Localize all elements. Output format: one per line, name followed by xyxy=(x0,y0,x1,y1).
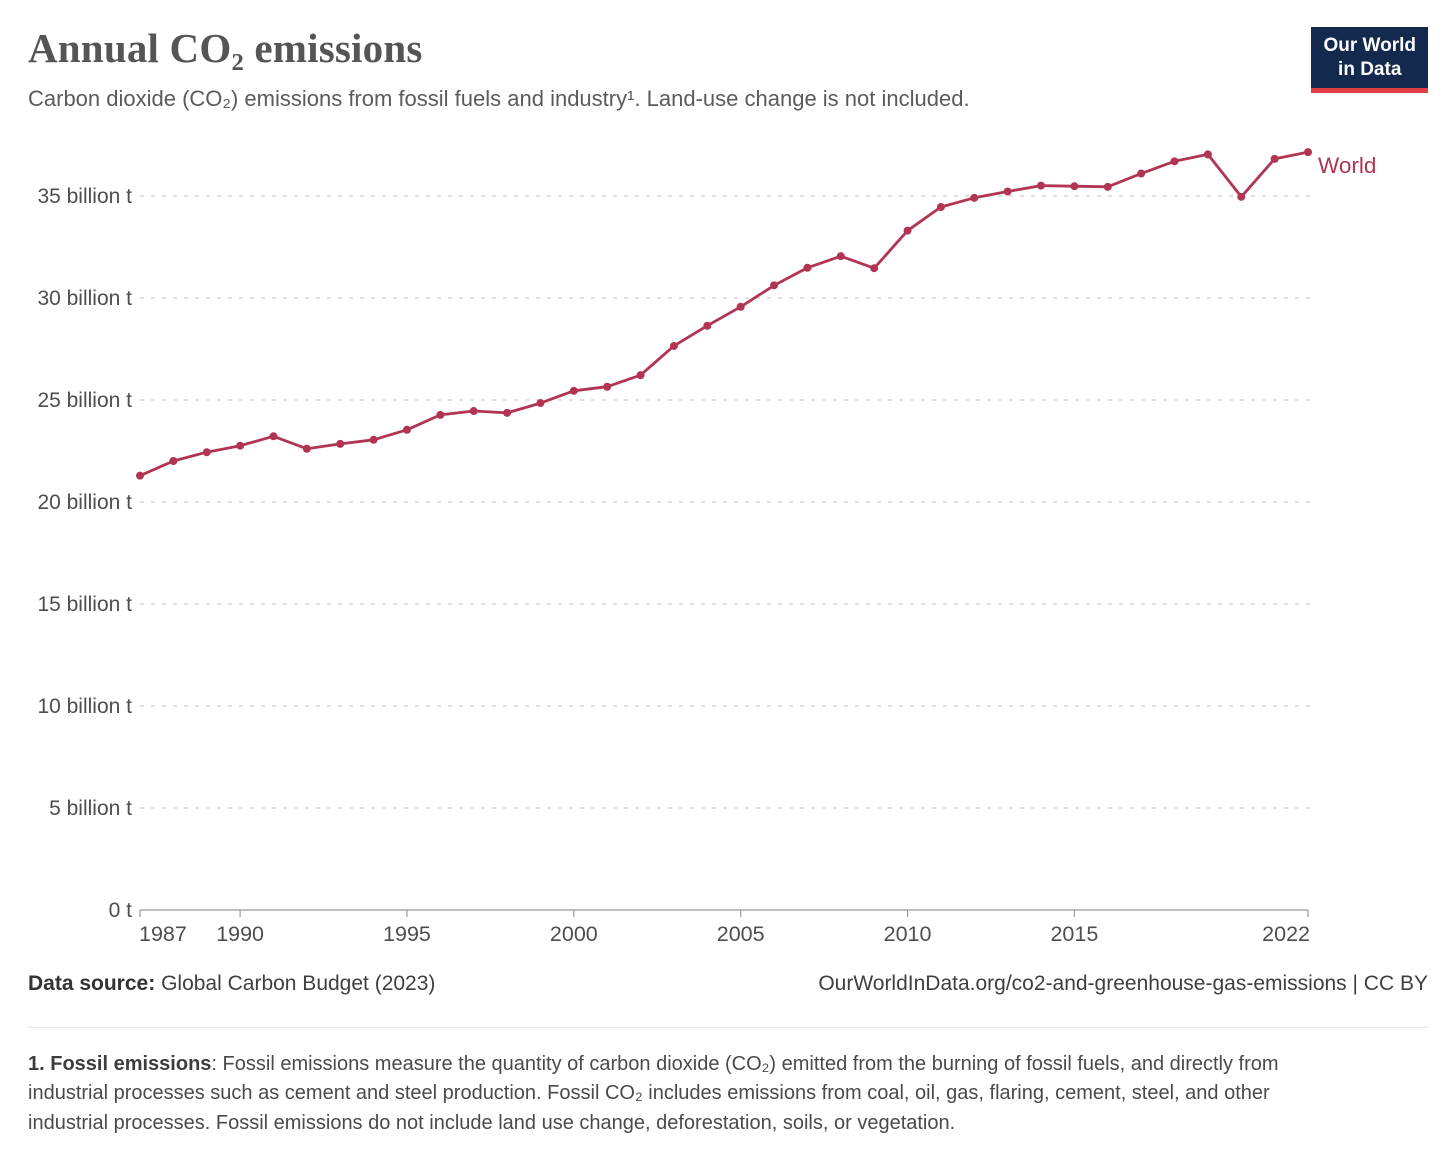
data-source: Data source: Global Carbon Budget (2023) xyxy=(28,972,435,996)
data-point[interactable] xyxy=(1003,187,1012,196)
page-title: Annual CO₂ emissions xyxy=(28,25,423,71)
data-point[interactable] xyxy=(836,252,845,261)
data-point[interactable] xyxy=(169,456,178,465)
y-tick-label: 25 billion t xyxy=(37,389,132,412)
data-point[interactable] xyxy=(936,203,945,212)
data-point[interactable] xyxy=(336,439,345,448)
footnote-lead: 1. Fossil emissions xyxy=(28,1053,212,1075)
y-tick-label: 10 billion t xyxy=(37,695,132,718)
chart-subtitle: Carbon dioxide (CO₂) emissions from foss… xyxy=(28,86,970,111)
x-tick-label: 2022 xyxy=(1262,922,1310,946)
data-point[interactable] xyxy=(1070,182,1079,191)
data-point[interactable] xyxy=(1203,150,1212,159)
data-point[interactable] xyxy=(536,399,545,408)
data-point[interactable] xyxy=(1237,192,1246,201)
data-point[interactable] xyxy=(402,425,411,434)
data-point[interactable] xyxy=(136,471,144,480)
data-point[interactable] xyxy=(469,407,478,416)
series-label-world[interactable]: World xyxy=(1318,153,1376,178)
y-tick-label: 5 billion t xyxy=(49,797,132,820)
data-point[interactable] xyxy=(703,321,712,330)
x-tick-label: 1995 xyxy=(383,922,431,946)
footnote: 1. Fossil emissions: Fossil emissions me… xyxy=(28,1050,1340,1138)
data-point[interactable] xyxy=(236,441,245,450)
y-tick-label: 0 t xyxy=(109,899,133,922)
y-tick-label: 20 billion t xyxy=(37,491,132,514)
data-source-value: Global Carbon Budget (2023) xyxy=(161,972,436,995)
data-point[interactable] xyxy=(870,264,879,273)
owid-logo-line1: Our World xyxy=(1323,35,1416,56)
data-point[interactable] xyxy=(1103,182,1112,191)
y-tick-label: 15 billion t xyxy=(37,593,132,616)
data-point[interactable] xyxy=(903,226,912,235)
attribution-link[interactable]: OurWorldInData.org/co2-and-greenhouse-ga… xyxy=(818,972,1428,995)
y-tick-label: 30 billion t xyxy=(37,287,132,310)
data-point[interactable] xyxy=(269,432,278,441)
x-tick-label: 2005 xyxy=(717,922,765,946)
data-point[interactable] xyxy=(1137,169,1146,178)
data-point[interactable] xyxy=(302,444,311,453)
data-point[interactable] xyxy=(669,341,678,350)
data-source-label: Data source: xyxy=(28,972,156,995)
x-tick-label: 2010 xyxy=(884,922,932,946)
data-point[interactable] xyxy=(1170,157,1179,166)
data-point[interactable] xyxy=(1037,181,1046,190)
x-tick-label: 1990 xyxy=(216,922,264,946)
data-point[interactable] xyxy=(569,386,578,395)
data-point[interactable] xyxy=(636,371,645,380)
x-tick-label: 2015 xyxy=(1050,922,1098,946)
owid-logo-line2: in Data xyxy=(1338,59,1402,80)
x-tick-label: 1987 xyxy=(139,922,187,946)
chart-footer: Data source: Global Carbon Budget (2023)… xyxy=(28,972,1428,996)
data-point[interactable] xyxy=(1270,154,1279,163)
data-point[interactable] xyxy=(369,435,378,444)
data-point[interactable] xyxy=(202,448,211,457)
data-point[interactable] xyxy=(603,382,612,391)
data-point[interactable] xyxy=(803,263,812,272)
data-point[interactable] xyxy=(503,408,512,417)
data-point[interactable] xyxy=(736,302,745,311)
annual-co2-emissions-line-chart[interactable]: 0 t 5 billion t 10 billion t 15 billion t 20… xyxy=(0,0,1456,960)
data-point[interactable] xyxy=(770,281,779,290)
x-tick-label: 2000 xyxy=(550,922,598,946)
data-point[interactable] xyxy=(970,193,979,202)
data-point[interactable] xyxy=(436,410,445,419)
series-line-world[interactable] xyxy=(138,150,1310,478)
data-point[interactable] xyxy=(1304,148,1312,157)
footnote-divider xyxy=(28,1027,1428,1028)
y-tick-label: 35 billion t xyxy=(37,185,132,208)
footnote-text: : Fossil emissions measure the quantity … xyxy=(28,1053,1279,1134)
owid-logo[interactable]: Our World in Data xyxy=(1311,27,1428,93)
